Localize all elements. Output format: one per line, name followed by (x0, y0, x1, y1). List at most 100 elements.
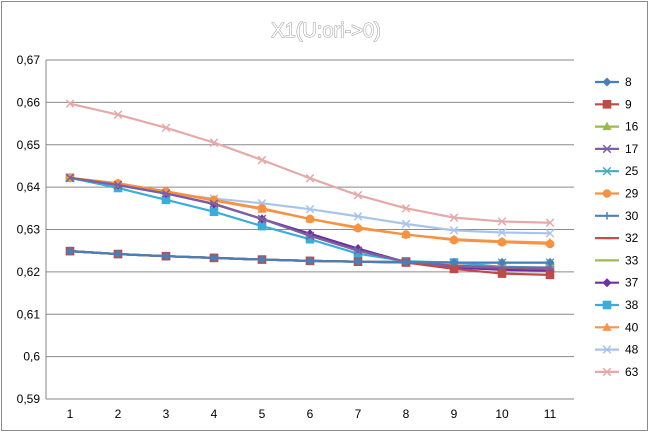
data-point (401, 203, 411, 213)
legend-label: 8 (625, 75, 632, 89)
legend-item: 8 (595, 75, 632, 89)
legend-marker (603, 212, 611, 220)
x-tick-label: 7 (355, 407, 362, 421)
legend-label: 32 (625, 231, 639, 245)
legend-item: 38 (595, 298, 639, 312)
data-point (209, 207, 219, 217)
legend-item: 25 (595, 164, 639, 178)
data-point (257, 214, 267, 224)
data-point (113, 110, 123, 119)
series-line (69, 102, 551, 224)
series-48 (65, 173, 555, 238)
legend-item: 32 (595, 231, 639, 245)
data-point (545, 270, 555, 280)
x-tick-label: 3 (163, 407, 170, 421)
legend-marker (602, 166, 612, 176)
legend-item: 17 (595, 142, 639, 156)
x-tick-label: 6 (307, 407, 314, 421)
legend-item: 9 (595, 97, 632, 111)
x-tick-label: 8 (403, 407, 410, 421)
legend-label: 16 (625, 120, 639, 134)
legend-marker (602, 100, 612, 109)
data-point (545, 228, 555, 238)
data-point (401, 230, 411, 239)
data-point (209, 199, 219, 208)
x-tick-label: 5 (259, 407, 266, 421)
legend-item: 30 (595, 209, 639, 223)
y-tick-label: 0,63 (17, 223, 41, 237)
data-point (353, 190, 363, 200)
series-line (69, 176, 551, 235)
legend-label: 25 (625, 164, 639, 178)
data-point (353, 212, 363, 221)
legend-item: 63 (595, 365, 639, 379)
legend-label: 38 (625, 298, 639, 312)
data-point (449, 226, 459, 235)
legend-label: 33 (625, 253, 639, 267)
x-tick-label: 2 (115, 407, 122, 421)
legend-item: 29 (595, 187, 639, 201)
y-tick-label: 0,6 (23, 350, 40, 364)
data-point (305, 231, 315, 241)
x-tick-label: 10 (495, 407, 509, 421)
legend-label: 30 (625, 209, 639, 223)
data-point (401, 219, 411, 229)
data-point (497, 217, 507, 226)
legend-item: 16 (595, 120, 639, 134)
data-point (257, 221, 267, 231)
y-tick-label: 0,61 (17, 307, 41, 321)
series-8 (65, 246, 555, 268)
data-point (209, 253, 219, 263)
x-tick-label: 1 (67, 407, 74, 421)
data-point (497, 228, 507, 237)
data-point (497, 269, 507, 278)
data-point (353, 257, 363, 267)
legend-marker (602, 278, 612, 288)
legend-label: 37 (625, 276, 639, 290)
data-point (257, 155, 267, 165)
legend-marker (602, 300, 612, 310)
data-point (113, 180, 123, 190)
legend-label: 9 (625, 97, 632, 111)
data-point (449, 258, 459, 268)
legend-item: 40 (595, 320, 639, 334)
data-point (305, 214, 315, 224)
axes: 0,59 0,6 0,61 0,62 0,63 0,64 0,65 0,66 0,67 1 2 3 4 5… (17, 53, 574, 421)
data-point (209, 138, 219, 147)
legend-item: 37 (595, 276, 639, 290)
data-point (497, 237, 507, 247)
legend-label: 63 (625, 365, 639, 379)
legend-marker (602, 322, 612, 331)
x-tick-label: 9 (451, 407, 458, 421)
data-point (305, 204, 315, 214)
legend-item: 33 (595, 253, 639, 267)
data-point (65, 99, 75, 108)
legend-label: 29 (625, 187, 639, 201)
data-point (113, 249, 123, 259)
data-point (497, 258, 507, 268)
legend-marker (602, 189, 612, 198)
data-point (65, 246, 75, 256)
data-point (353, 246, 363, 256)
x-tick-label: 11 (544, 407, 557, 421)
legend-item: 48 (595, 343, 639, 357)
data-point (545, 258, 555, 268)
series-63 (65, 99, 555, 228)
y-tick-label: 0,66 (17, 95, 41, 109)
series-group (65, 99, 555, 280)
chart-title: X1(U:ori->0) (271, 20, 380, 42)
data-point (305, 256, 315, 266)
data-point (401, 257, 411, 267)
data-point (545, 218, 555, 228)
data-point (353, 223, 363, 233)
legend-label: 48 (625, 343, 639, 357)
x-tick-label: 4 (211, 407, 218, 421)
y-tick-label: 0,64 (17, 180, 41, 194)
data-point (257, 255, 267, 265)
legend-label: 40 (625, 320, 639, 334)
y-tick-label: 0,67 (17, 53, 41, 67)
y-tick-label: 0,65 (17, 138, 41, 152)
legend-marker (602, 77, 612, 87)
